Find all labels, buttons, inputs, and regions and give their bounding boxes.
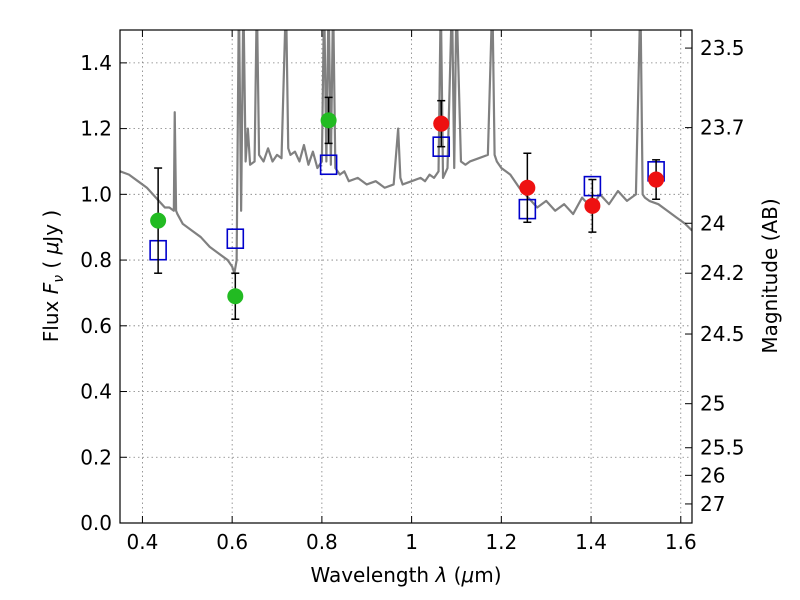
y2-tick-label: 26 — [700, 463, 725, 487]
y-axis-title-unit-open: ( — [39, 254, 63, 275]
x-axis-title: Wavelength λ (μm) — [310, 563, 501, 587]
observed-point — [227, 288, 244, 305]
ticks: 0.4 0.6 0.8 1 1.2 1.4 1.6 0.0 0.2 0.4 0.6 0.8 1.0 1.2… — [80, 30, 745, 554]
y-tick-label: 0.0 — [80, 511, 112, 535]
y-tick-label: 1.0 — [80, 182, 112, 206]
observed-point — [320, 112, 337, 129]
observed-point — [433, 115, 450, 132]
y2-tick-label: 24 — [700, 211, 725, 235]
y2-tick-label: 24.5 — [700, 322, 745, 346]
model-photometry-box — [319, 154, 338, 176]
x-tick-label: 1.4 — [575, 530, 607, 554]
y2-tick-label: 24.2 — [700, 261, 745, 285]
y-tick-label: 0.8 — [80, 248, 112, 272]
x-tick-label: 1.6 — [665, 530, 697, 554]
x-tick-label: 1.2 — [485, 530, 517, 554]
y-axis-title-symbol: F — [39, 282, 63, 294]
observed-point — [584, 197, 601, 214]
y2-axis-title: Magnitude (AB) — [758, 198, 782, 353]
y-axis-title-prefix: Flux — [39, 294, 63, 342]
observed-point — [648, 171, 665, 188]
x-tick-label: 0.8 — [306, 530, 338, 554]
x-axis-title-unit-close: m) — [474, 563, 501, 587]
y-tick-label: 1.4 — [80, 51, 112, 75]
x-axis-title-prefix: Wavelength — [310, 563, 435, 587]
model-photometry-box — [226, 228, 245, 249]
observed-point — [519, 179, 536, 196]
y2-tick-label: 23.5 — [700, 36, 745, 60]
x-tick-label: 0.4 — [127, 530, 159, 554]
x-axis-title-unit-mu: μ — [460, 563, 474, 587]
y-axis-title-unit-close: Jy ) — [39, 210, 63, 244]
x-axis-title-symbol: λ — [434, 563, 447, 587]
data-layer — [120, 30, 692, 320]
y-axis-title-unit-mu: μ — [39, 242, 63, 256]
observed-point — [150, 212, 167, 229]
y-tick-label: 1.2 — [80, 117, 112, 141]
y2-tick-label: 27 — [700, 492, 725, 516]
grid — [120, 30, 692, 524]
y2-tick-label: 25 — [700, 392, 725, 416]
y2-tick-label: 25.5 — [700, 436, 745, 460]
y-tick-label: 0.2 — [80, 445, 112, 469]
y-axis-title: Flux Fν ( μJy ) — [39, 210, 67, 342]
x-tick-label: 0.6 — [216, 530, 248, 554]
y-tick-label: 0.6 — [80, 314, 112, 338]
x-axis-title-unit-open: ( — [447, 563, 461, 587]
y-tick-label: 0.4 — [80, 380, 112, 404]
x-tick-label: 1 — [405, 530, 418, 554]
y2-tick-label: 23.7 — [700, 116, 745, 140]
spectrum-line — [120, 30, 692, 275]
plot-frame — [119, 29, 693, 524]
plot-background — [120, 30, 692, 523]
y-axis-title-subscript: ν — [51, 275, 67, 283]
